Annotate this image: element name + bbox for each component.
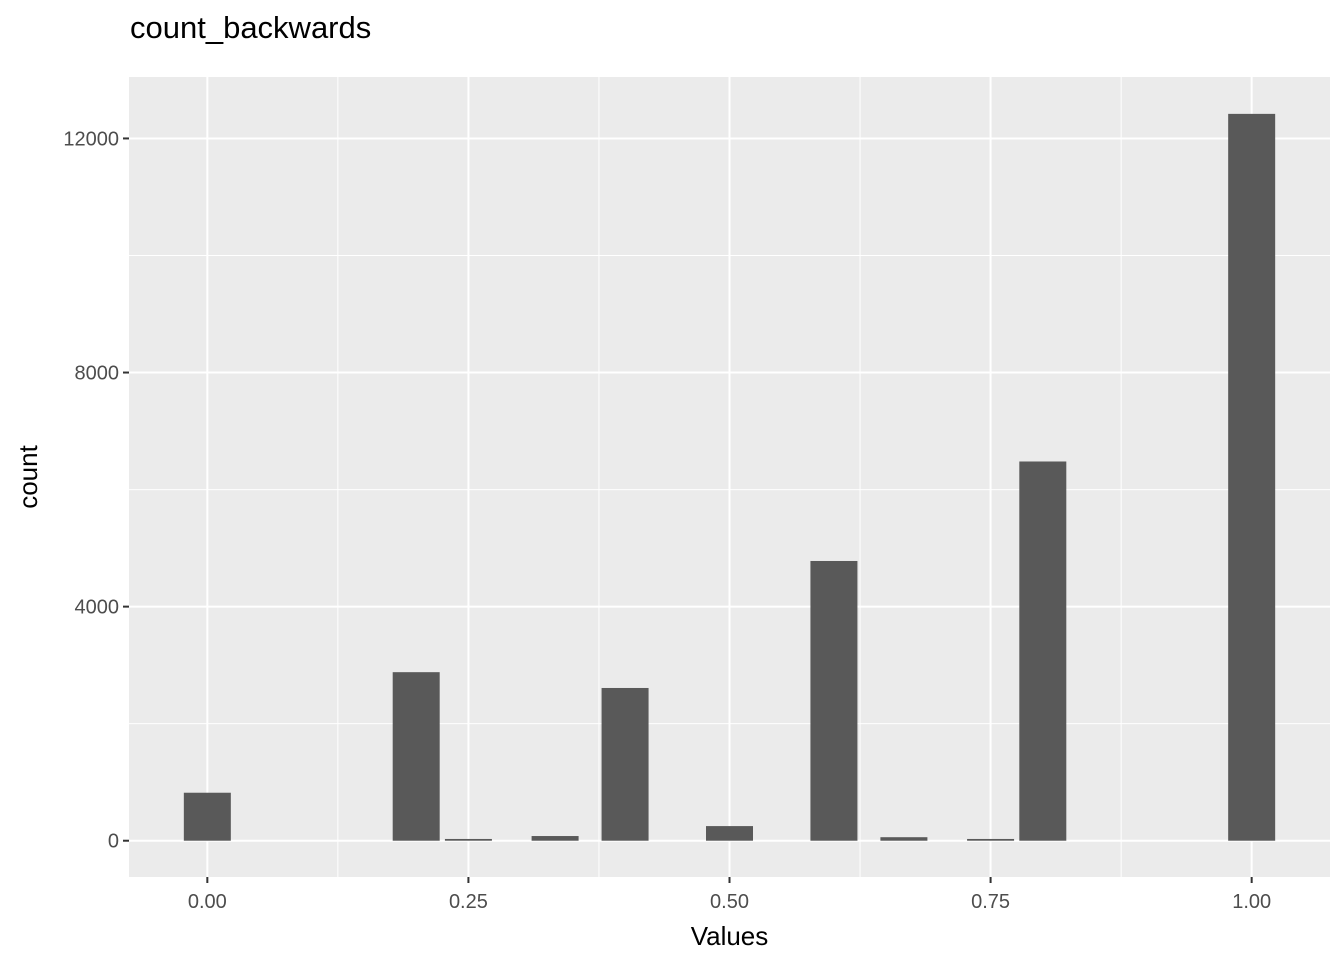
x-tick-label: 0.25 — [449, 891, 488, 913]
x-tick-label: 0.00 — [188, 891, 227, 913]
bar — [967, 838, 1015, 841]
bar — [1228, 113, 1276, 841]
bar — [392, 672, 440, 841]
y-tick-label: 12000 — [63, 128, 119, 150]
bars — [183, 113, 1276, 841]
bar — [810, 560, 858, 841]
x-tick-label: 0.50 — [710, 891, 749, 913]
bar — [444, 838, 492, 841]
bar — [880, 837, 928, 841]
x-axis-label: Values — [691, 921, 769, 951]
bar — [601, 687, 649, 841]
y-axis-label: count — [13, 444, 43, 508]
bar — [1019, 461, 1067, 841]
bar — [531, 836, 579, 841]
chart-title: count_backwards — [130, 10, 372, 45]
bar — [183, 792, 231, 841]
x-tick-label: 0.75 — [971, 891, 1010, 913]
x-tick-label: 1.00 — [1232, 891, 1271, 913]
y-tick-label: 8000 — [75, 363, 120, 385]
y-axis-ticks: 0 4000 8000 12000 — [63, 128, 129, 853]
y-tick-label: 0 — [108, 831, 119, 853]
y-tick-label: 4000 — [75, 597, 120, 619]
bar — [706, 826, 753, 841]
x-axis-ticks: 0.00 0.25 0.50 0.75 1.00 — [188, 877, 1271, 913]
